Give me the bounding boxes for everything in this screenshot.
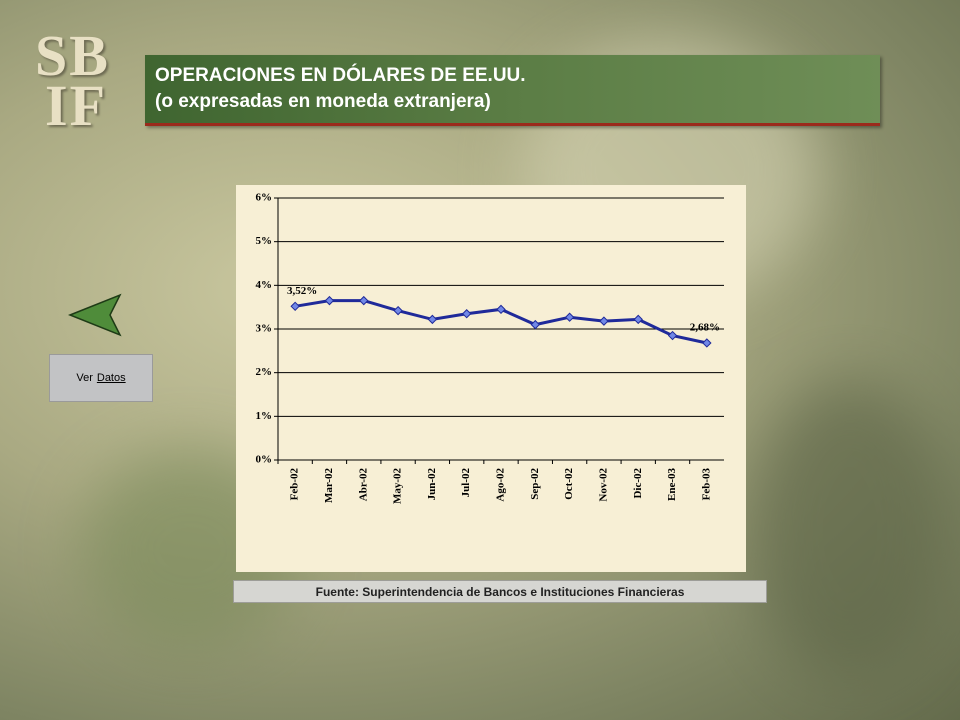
x-tick-label: Sep-02	[529, 468, 541, 500]
point	[599, 316, 609, 326]
y-tick-label: 2%	[256, 366, 273, 378]
point	[496, 304, 506, 315]
point	[530, 319, 541, 330]
view-data-button[interactable]: Ver Datos	[49, 354, 153, 402]
x-tick-label: Feb-02	[289, 468, 301, 501]
source-note: Fuente: Superintendencia de Bancos e Ins…	[233, 580, 767, 603]
y-tick-label: 1%	[256, 410, 273, 422]
logo: SB	[35, 23, 110, 88]
source-text: Fuente: Superintendencia de Bancos e Ins…	[315, 584, 685, 599]
data-label: 3,52%	[287, 285, 317, 297]
chart-background	[236, 185, 746, 572]
x-tick-label: Oct-02	[563, 468, 575, 500]
y-tick-label: 6%	[256, 192, 273, 204]
point	[290, 301, 300, 312]
y-tick-label: 3%	[256, 323, 273, 335]
point	[667, 330, 678, 341]
background	[750, 380, 950, 680]
x-tick-label: Mar-02	[323, 468, 335, 504]
x-tick-label: Jul-02	[460, 468, 472, 498]
point	[359, 295, 369, 306]
x-tick-label: May-02	[392, 468, 404, 505]
point	[427, 314, 438, 325]
y-tick-label: 5%	[256, 235, 273, 247]
point	[393, 305, 403, 316]
x-tick-label: Ago-02	[495, 468, 507, 502]
point	[564, 312, 575, 322]
chart: 0% 1% 2% 3% 4% 5% 6% Feb-02 3,52% Mar-02 Abr-02 May…	[236, 185, 746, 572]
y-tick-label: 0%	[256, 454, 273, 466]
logo: IF	[45, 73, 107, 138]
point	[702, 338, 712, 348]
back-arrow-shape[interactable]	[68, 293, 122, 337]
point	[461, 309, 472, 319]
data-label: 2,68%	[690, 322, 720, 334]
y-tick-label: 4%	[256, 279, 273, 291]
point	[324, 295, 335, 306]
back-arrow[interactable]	[68, 293, 124, 337]
subtitle: (o expresadas en moneda extranjera)	[155, 91, 491, 112]
title: OPERACIONES EN DÓLARES DE EE.UU.	[155, 65, 526, 86]
x-tick-label: Ene-03	[666, 468, 678, 502]
x-tick-label: Dic-02	[632, 468, 644, 499]
x-tick-label: Jun-02	[426, 468, 438, 501]
button-text: Ver	[76, 372, 93, 384]
x-tick-label: Feb-03	[700, 468, 712, 501]
header-bar: OPERACIONES EN DÓLARES DE EE.UU. (o expr…	[145, 55, 880, 126]
button-link[interactable]: Datos	[96, 372, 126, 384]
point	[633, 314, 643, 325]
x-tick-label: Abr-02	[357, 468, 369, 502]
x-tick-label: Nov-02	[597, 468, 609, 502]
